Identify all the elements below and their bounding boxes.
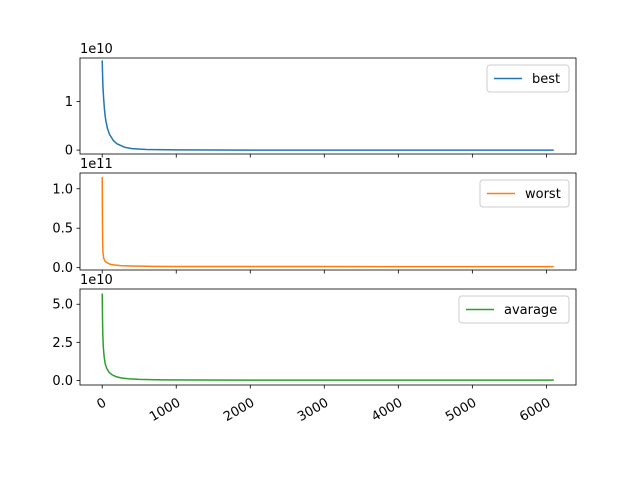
y-tick-label-1-2: 1: [65, 95, 73, 110]
legend-label-1: best: [532, 72, 560, 87]
axes-frame-2: [79, 172, 577, 271]
legend-3: avarage: [458, 295, 570, 324]
legend-label-3: avarage: [504, 303, 557, 318]
y-tick-label-1-1: 0: [65, 144, 73, 159]
y-tick-label-3-1: 0.0: [52, 374, 73, 389]
legend-label-2: worst: [525, 187, 561, 202]
series-line-2-1: [101, 176, 554, 268]
y-exponent-label-2: 1e11: [80, 157, 113, 172]
legend-1: best: [486, 64, 570, 93]
y-exponent-label-1: 1e10: [80, 42, 113, 57]
y-tick-label-3-2: 2.5: [52, 336, 73, 351]
y-tick-label-2-3: 1.0: [52, 182, 73, 197]
legend-box-1: [486, 64, 570, 93]
y-tick-label-2-2: 0.5: [52, 222, 73, 237]
y-tick-label-3-3: 5.0: [52, 298, 73, 313]
y-exponent-label-3: 1e10: [80, 273, 113, 288]
axes-frame-3: [79, 288, 577, 386]
legend-2: worst: [479, 179, 570, 208]
series-line-1-1: [101, 60, 554, 151]
axes-frame-1: [79, 57, 577, 155]
legend-box-3: [458, 295, 570, 324]
series-line-3-1: [101, 293, 554, 381]
subplot-1: 0 1 1e10 best: [65, 42, 577, 159]
subplot-2: 0.0 0.5 1.0 1e11 worst: [52, 157, 577, 276]
legend-box-2: [479, 179, 570, 208]
y-tick-label-2-1: 0.0: [52, 261, 73, 276]
